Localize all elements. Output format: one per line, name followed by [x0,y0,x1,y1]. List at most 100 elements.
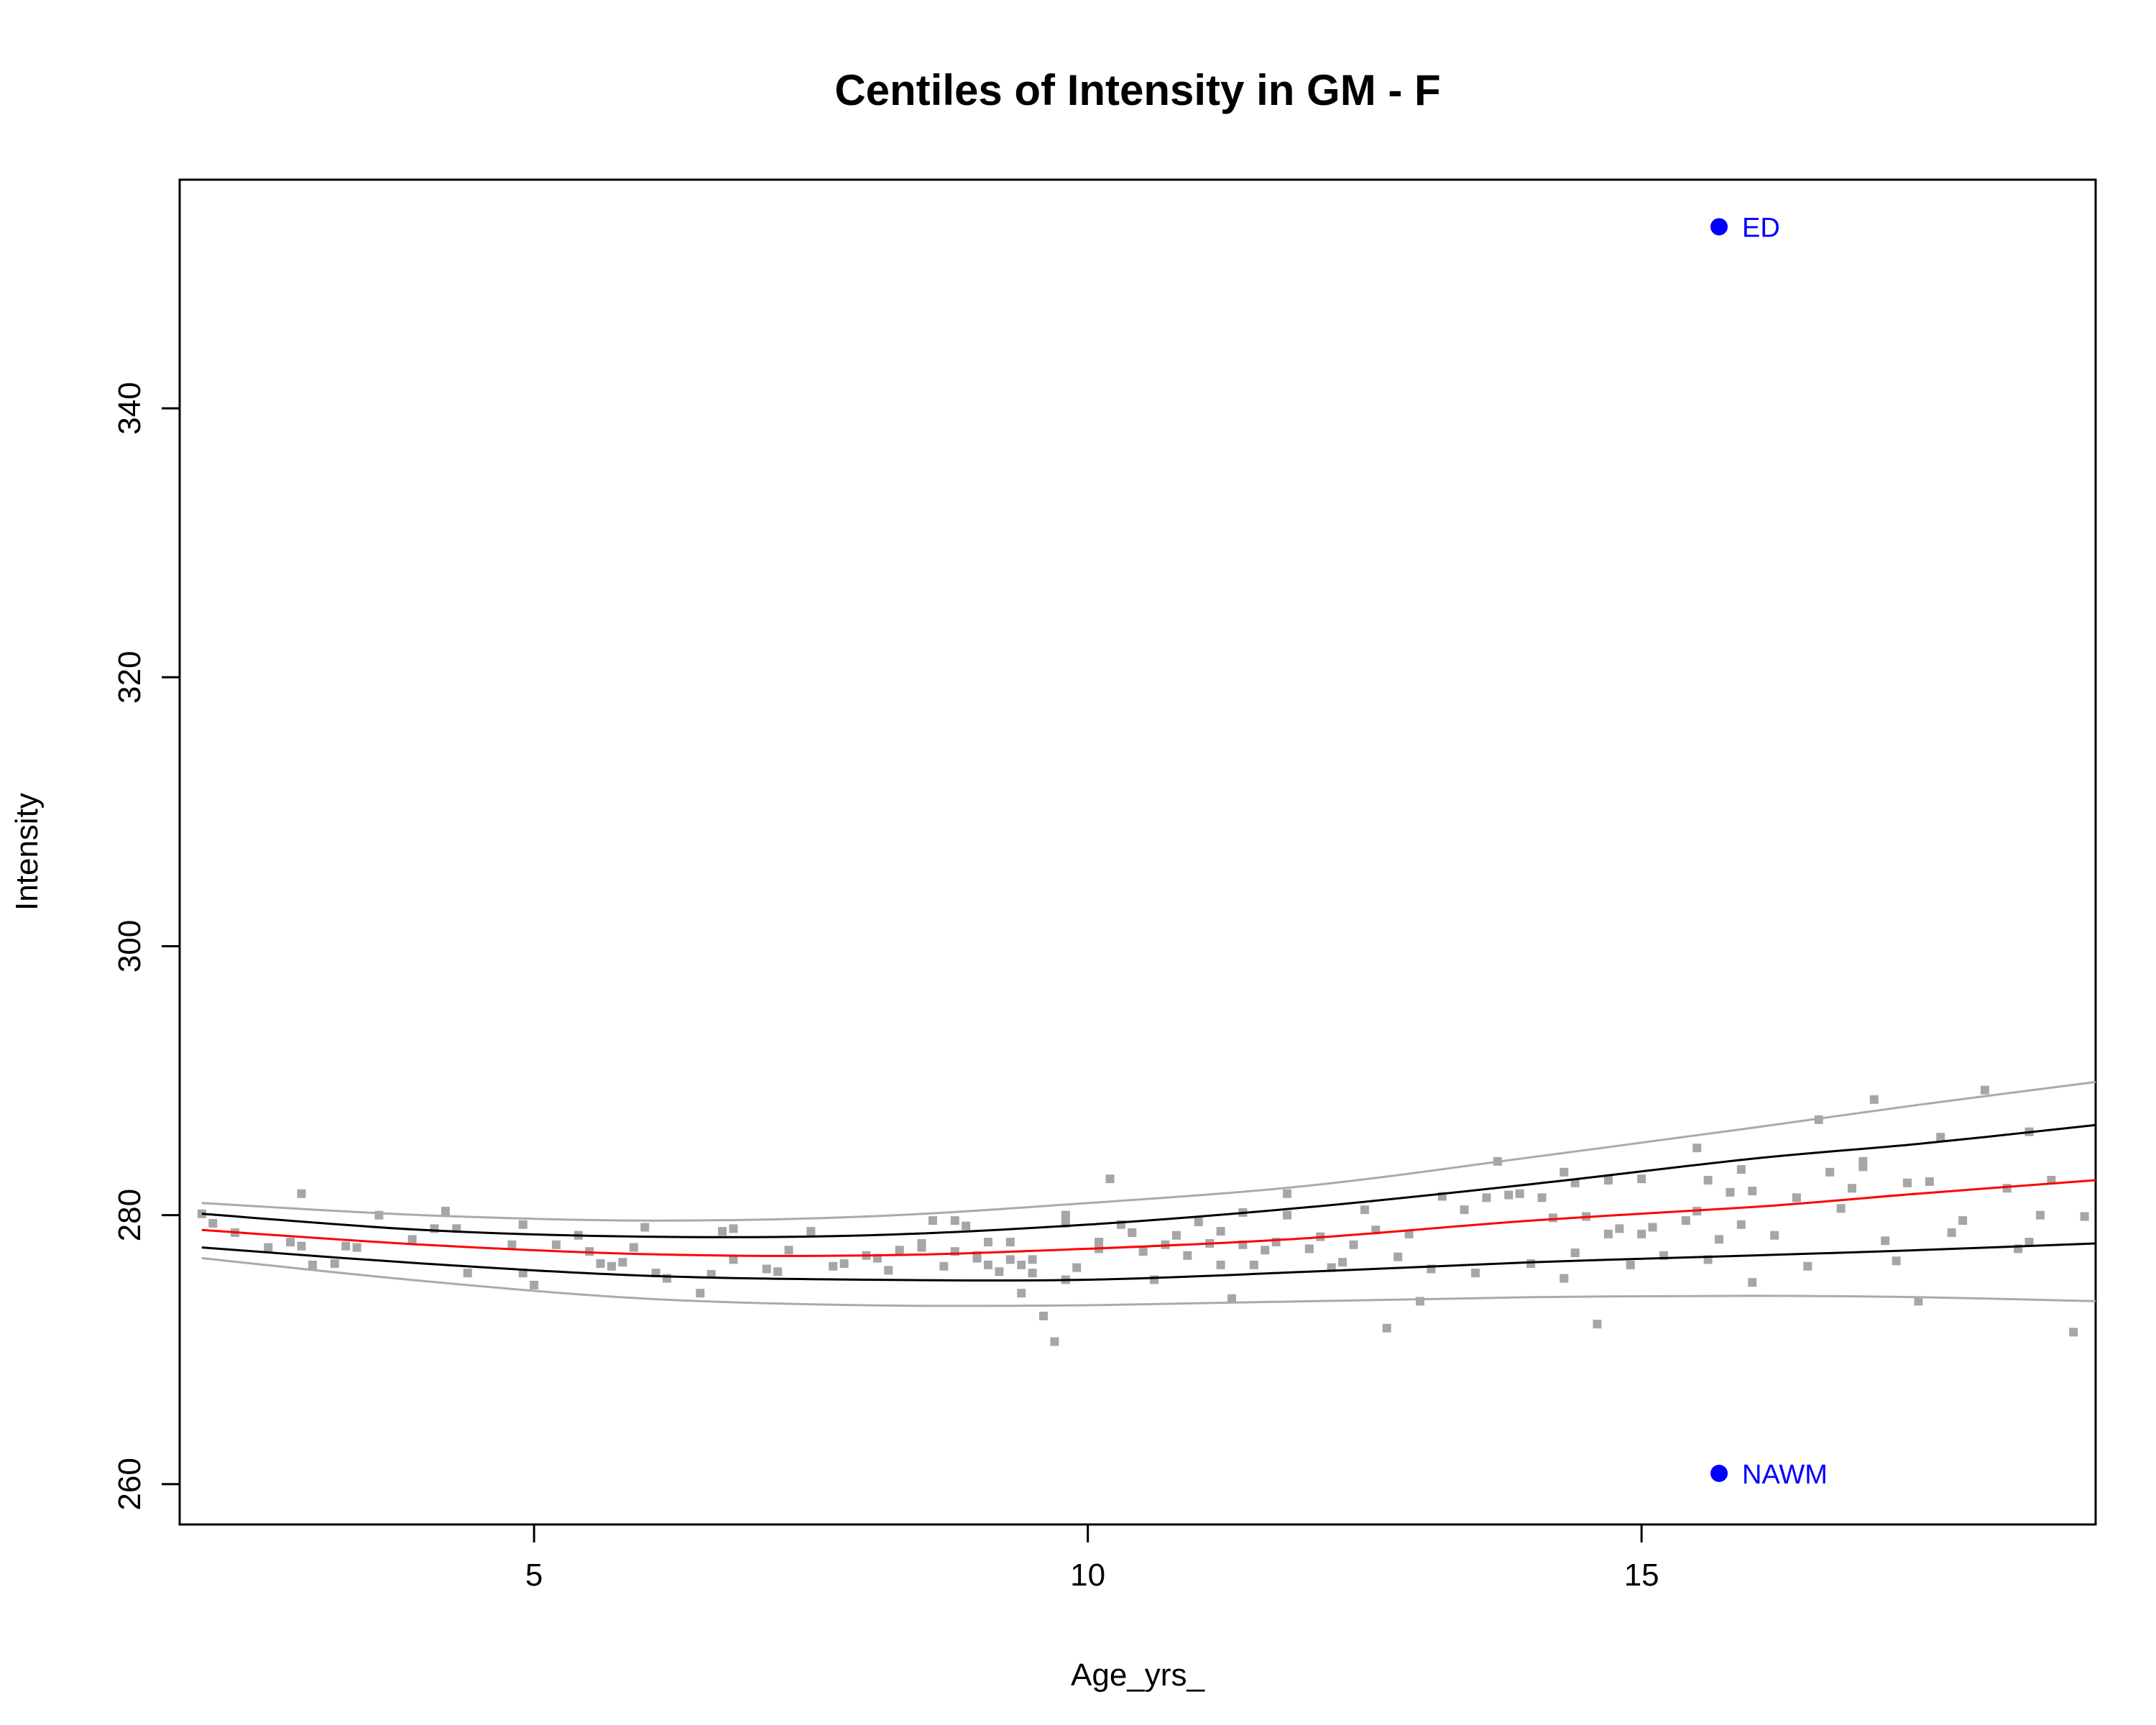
data-point-5 [297,1241,306,1251]
x-axis-label: Age_yrs_ [1071,1657,1204,1693]
y-tick-label-300: 300 [112,920,147,972]
data-point-36 [762,1264,771,1274]
data-point-51 [950,1216,959,1225]
data-point-20 [530,1280,539,1289]
data-point-90 [1283,1189,1292,1198]
data-point-34 [729,1255,738,1264]
data-point-16 [463,1269,472,1278]
data-point-101 [1404,1229,1414,1238]
y-axis: 260 280 300 320 340 [112,382,180,1511]
data-point-61 [1017,1260,1026,1269]
data-point-112 [1537,1193,1547,1202]
data-point-113 [1548,1213,1557,1223]
data-point-44 [884,1266,893,1275]
x-tick-label-5: 5 [525,1558,543,1593]
data-point-110 [1515,1189,1524,1198]
data-point-24 [596,1259,605,1269]
data-point-70 [1095,1238,1104,1247]
data-point-91 [1283,1210,1292,1220]
data-point-45 [895,1246,904,1255]
data-point-156 [1958,1216,1968,1225]
data-point-74 [1128,1228,1137,1237]
data-point-124 [1637,1229,1646,1238]
centile-curve-0 [201,1080,2096,1222]
data-point-105 [1460,1205,1469,1215]
data-point-52 [962,1221,971,1230]
data-point-143 [1825,1167,1835,1177]
data-point-38 [784,1246,793,1255]
x-tick-label-10: 10 [1070,1558,1105,1593]
data-point-56 [983,1260,992,1269]
data-point-150 [1892,1256,1901,1266]
data-point-122 [1615,1224,1624,1233]
chart-title: Centiles of Intensity in GM - F [834,66,1440,114]
data-points [197,1085,2089,1346]
data-point-144 [1836,1204,1846,1213]
marker-dot-1 [1710,1464,1728,1482]
data-point-157 [1980,1085,1989,1095]
data-point-10 [352,1243,361,1252]
data-point-21 [551,1240,561,1249]
data-point-138 [1748,1186,1757,1195]
data-point-153 [1925,1177,1934,1186]
data-point-19 [518,1220,528,1229]
data-point-111 [1526,1259,1536,1269]
plot-frame [178,178,2097,1526]
data-point-130 [1692,1144,1702,1153]
data-point-92 [1304,1244,1314,1254]
centile-curve-3 [201,1242,2096,1282]
data-point-128 [1681,1216,1690,1225]
data-point-139 [1770,1230,1779,1240]
centile-curve-4 [201,1257,2096,1307]
data-point-148 [1869,1095,1879,1104]
data-point-87 [1249,1260,1258,1269]
data-point-114 [1560,1274,1569,1283]
data-point-75 [1138,1247,1148,1256]
data-point-49 [939,1261,949,1271]
data-point-47 [917,1243,926,1252]
data-point-164 [2069,1328,2078,1337]
data-point-158 [2002,1184,2012,1193]
centile-curve-1 [201,1123,2096,1238]
y-tick-label-320: 320 [112,651,147,704]
data-point-116 [1570,1178,1580,1187]
data-point-4 [286,1238,295,1247]
data-point-141 [1803,1261,1812,1271]
data-point-160 [2024,1238,2034,1247]
data-point-115 [1560,1167,1569,1177]
marker-label-1: NAWM [1742,1460,1828,1490]
data-point-60 [1017,1289,1026,1298]
data-point-6 [297,1189,306,1198]
data-point-135 [1736,1220,1746,1229]
data-point-39 [806,1227,816,1236]
data-point-78 [1171,1230,1181,1240]
data-point-88 [1261,1246,1270,1255]
data-point-154 [1936,1133,1945,1142]
data-point-63 [1028,1255,1037,1264]
centile-curve-2 [201,1179,2096,1257]
data-point-132 [1703,1176,1713,1185]
y-tick-label-260: 260 [112,1458,147,1510]
reference-markers: ED NAWM [1710,213,1828,1490]
data-point-72 [1105,1174,1115,1184]
data-point-14 [441,1207,450,1216]
data-point-136 [1736,1165,1746,1174]
data-point-17 [507,1240,517,1249]
data-point-37 [773,1267,783,1276]
data-point-99 [1382,1323,1391,1333]
data-point-57 [995,1267,1004,1276]
data-point-55 [983,1238,992,1247]
data-point-40 [829,1261,838,1271]
data-point-162 [2035,1210,2045,1220]
data-point-155 [1947,1228,1956,1237]
data-point-149 [1881,1236,1890,1246]
data-point-126 [1648,1223,1657,1232]
data-point-119 [1593,1320,1602,1329]
marker-dot-0 [1710,218,1728,236]
data-point-107 [1482,1193,1491,1202]
data-point-64 [1039,1311,1049,1320]
y-axis-label: Intensity [9,793,45,911]
data-point-48 [928,1216,937,1225]
data-point-137 [1748,1278,1757,1287]
data-point-41 [839,1259,849,1269]
